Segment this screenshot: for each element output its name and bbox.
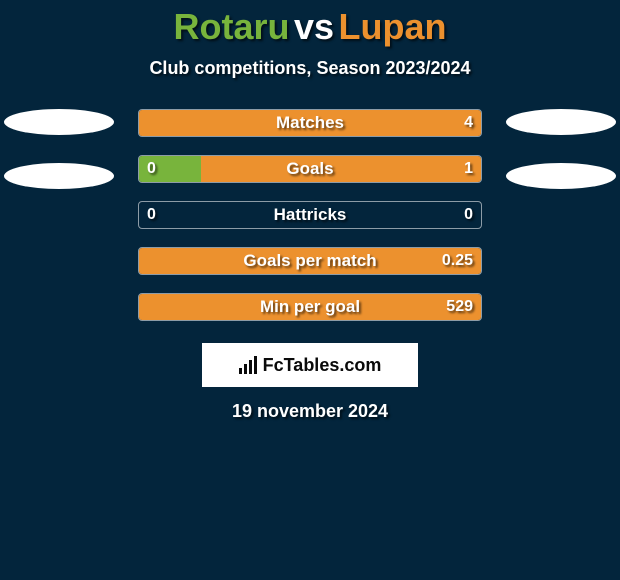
stat-bars: Matches4 Goals01 Hattricks0 0 Goals per matc… (138, 109, 482, 321)
bars-icon (239, 356, 257, 374)
date-row: 19 november 2024 (0, 401, 620, 422)
logo-text: FcTables.com (263, 355, 382, 376)
subtitle-text: Club competitions, Season 2023/2024 (149, 58, 470, 78)
right-avatar-placeholder (496, 109, 620, 189)
bar-fill-right (201, 156, 481, 182)
bar-fill-left (139, 156, 201, 182)
avatar-ellipse (4, 163, 114, 189)
stat-bar: Hattricks0 0 (138, 201, 482, 229)
fctables-logo: FcTables.com (202, 343, 418, 387)
avatar-ellipse (506, 109, 616, 135)
title-vs: vs (294, 6, 334, 47)
comparison-title: Rotaru vs Lupan (0, 0, 620, 48)
bar-label: Hattricks (139, 202, 481, 228)
bar-fill-right (139, 248, 481, 274)
title-player2: Lupan (338, 6, 446, 47)
left-avatar-placeholder (0, 109, 124, 189)
bar-value-left: 0 (139, 202, 164, 228)
stat-bar: Min per goal529 (138, 293, 482, 321)
stat-bar: Goals01 (138, 155, 482, 183)
chart-area: Matches4 Goals01 Hattricks0 0 Goals per matc… (0, 109, 620, 321)
bar-value-right: 0 (456, 202, 481, 228)
avatar-ellipse (506, 163, 616, 189)
stat-bar: Goals per match0.25 (138, 247, 482, 275)
avatar-ellipse (4, 109, 114, 135)
title-player1: Rotaru (174, 6, 290, 47)
stat-bar: Matches4 (138, 109, 482, 137)
bar-fill-right (139, 110, 481, 136)
subtitle: Club competitions, Season 2023/2024 (0, 58, 620, 79)
date-text: 19 november 2024 (232, 401, 388, 421)
bar-fill-right (139, 294, 481, 320)
